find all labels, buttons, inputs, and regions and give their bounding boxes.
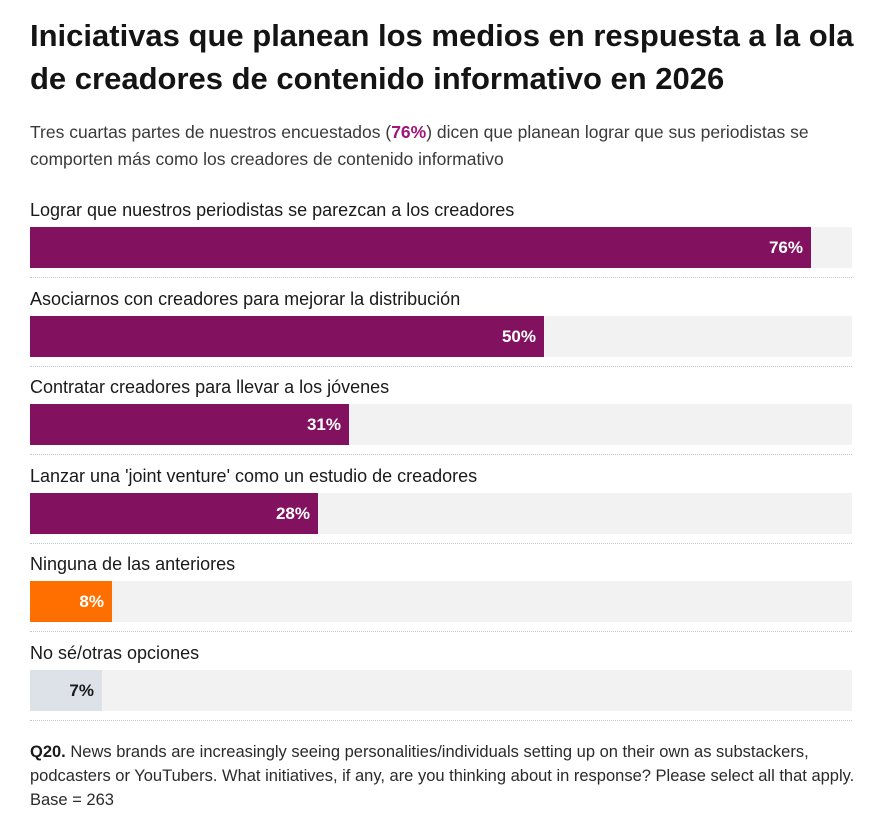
category-label: No sé/otras opciones bbox=[30, 643, 200, 663]
bar-track: 50% bbox=[30, 315, 852, 357]
value-label: 50% bbox=[501, 326, 536, 346]
category-label: Asociarnos con creadores para mejorar la… bbox=[30, 288, 461, 309]
bar-track: 31% bbox=[30, 404, 852, 446]
row-divider bbox=[30, 277, 852, 278]
category-label: Lograr que nuestros periodistas se parez… bbox=[30, 200, 515, 220]
bar bbox=[30, 227, 811, 268]
bar-row: Ninguna de las anteriores 8% bbox=[30, 548, 852, 636]
footnote: Q20. News brands are increasingly seeing… bbox=[30, 740, 860, 812]
category-label: Contratar creadores para llevar a los jó… bbox=[30, 377, 390, 398]
chart-subtitle: Tres cuartas partes de nuestros encuesta… bbox=[30, 119, 860, 173]
row-divider bbox=[30, 720, 852, 721]
subtitle-text-end: ) dicen que planean lograr que sus perio… bbox=[30, 122, 809, 169]
subtitle-highlight: 76% bbox=[391, 122, 427, 142]
bar-row: Contratar creadores para llevar a los jó… bbox=[30, 371, 852, 459]
category-label: Lanzar una 'joint venture' como un estud… bbox=[30, 465, 478, 486]
row-divider bbox=[30, 365, 852, 367]
value-label: 7% bbox=[69, 681, 94, 700]
bar-row: No sé/otras opciones 7% bbox=[30, 637, 852, 725]
value-label: 8% bbox=[79, 592, 104, 612]
row-divider bbox=[30, 454, 852, 456]
bar bbox=[30, 581, 112, 623]
value-label: 76% bbox=[768, 238, 803, 257]
bar-row: Lanzar una 'joint venture' como un estud… bbox=[30, 460, 852, 548]
category-label: Ninguna de las anteriores bbox=[30, 554, 236, 575]
bar-track: 8% bbox=[30, 581, 852, 623]
subtitle-text-start: Tres cuartas partes de nuestros encuesta… bbox=[30, 122, 392, 142]
bar-row: Lograr que nuestros periodistas se parez… bbox=[30, 194, 852, 282]
value-label: 28% bbox=[275, 503, 310, 523]
bar-track: 76% bbox=[30, 227, 852, 268]
chart-title: Iniciativas que planean los medios en re… bbox=[30, 18, 854, 96]
bar bbox=[30, 670, 102, 711]
bar-row: Asociarnos con creadores para mejorar la… bbox=[30, 283, 852, 371]
bar bbox=[30, 404, 349, 446]
row-divider bbox=[30, 631, 852, 633]
footnote-text: News brands are increasingly seeing pers… bbox=[30, 743, 855, 809]
bar-track: 28% bbox=[30, 492, 852, 534]
row-divider bbox=[30, 542, 852, 544]
bar bbox=[30, 315, 544, 357]
bar bbox=[30, 492, 318, 534]
bar-track: 7% bbox=[30, 670, 852, 711]
value-label: 31% bbox=[306, 415, 341, 435]
footnote-question-number: Q20. bbox=[30, 743, 66, 761]
